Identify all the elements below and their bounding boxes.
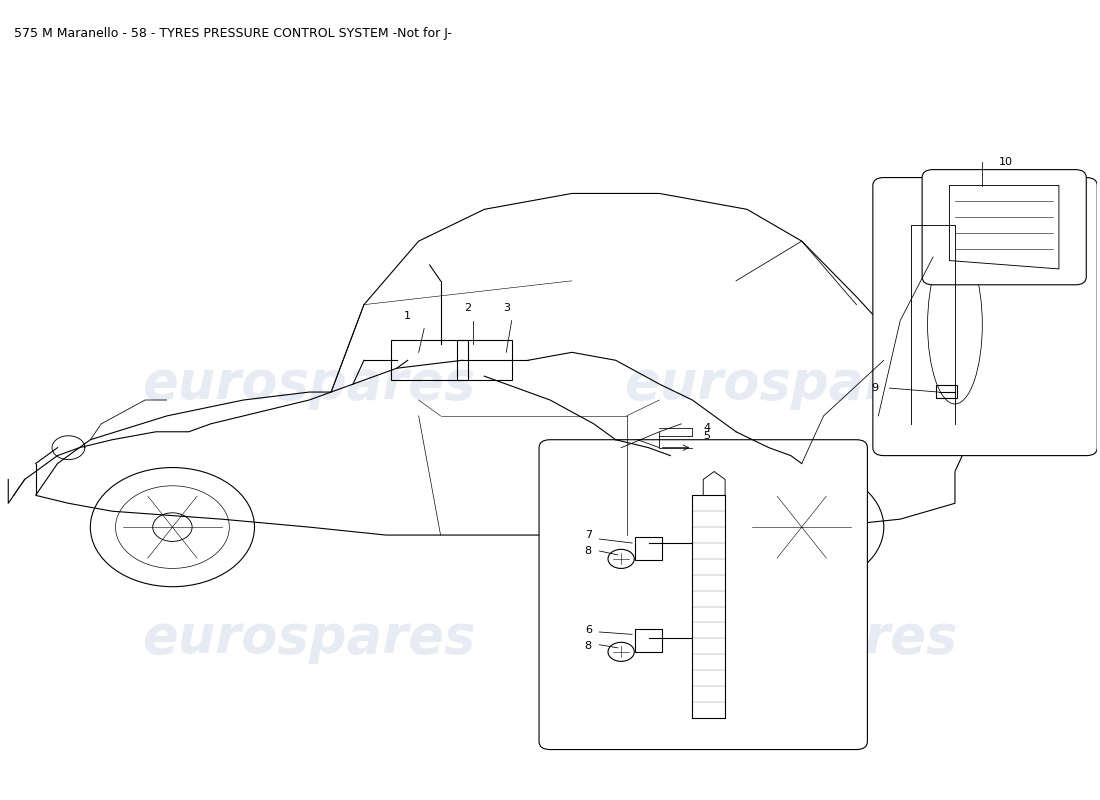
- Text: 3: 3: [503, 302, 509, 313]
- Text: eurospares: eurospares: [624, 612, 957, 664]
- Text: 6: 6: [585, 626, 592, 635]
- FancyBboxPatch shape: [922, 170, 1087, 285]
- Text: eurospares: eurospares: [624, 358, 957, 410]
- Text: 575 M Maranello - 58 - TYRES PRESSURE CONTROL SYSTEM -Not for J-: 575 M Maranello - 58 - TYRES PRESSURE CO…: [13, 26, 452, 40]
- Text: 7: 7: [585, 530, 592, 540]
- FancyBboxPatch shape: [873, 178, 1097, 456]
- Text: 8: 8: [585, 546, 592, 556]
- Text: 2: 2: [464, 302, 472, 313]
- Text: 5: 5: [703, 430, 711, 441]
- Text: 4: 4: [703, 423, 711, 433]
- Text: eurospares: eurospares: [143, 358, 476, 410]
- FancyBboxPatch shape: [539, 440, 868, 750]
- Text: 9: 9: [871, 383, 878, 393]
- Text: 10: 10: [999, 157, 1013, 166]
- Text: 8: 8: [585, 642, 592, 651]
- Text: eurospares: eurospares: [143, 612, 476, 664]
- Text: 1: 1: [404, 310, 411, 321]
